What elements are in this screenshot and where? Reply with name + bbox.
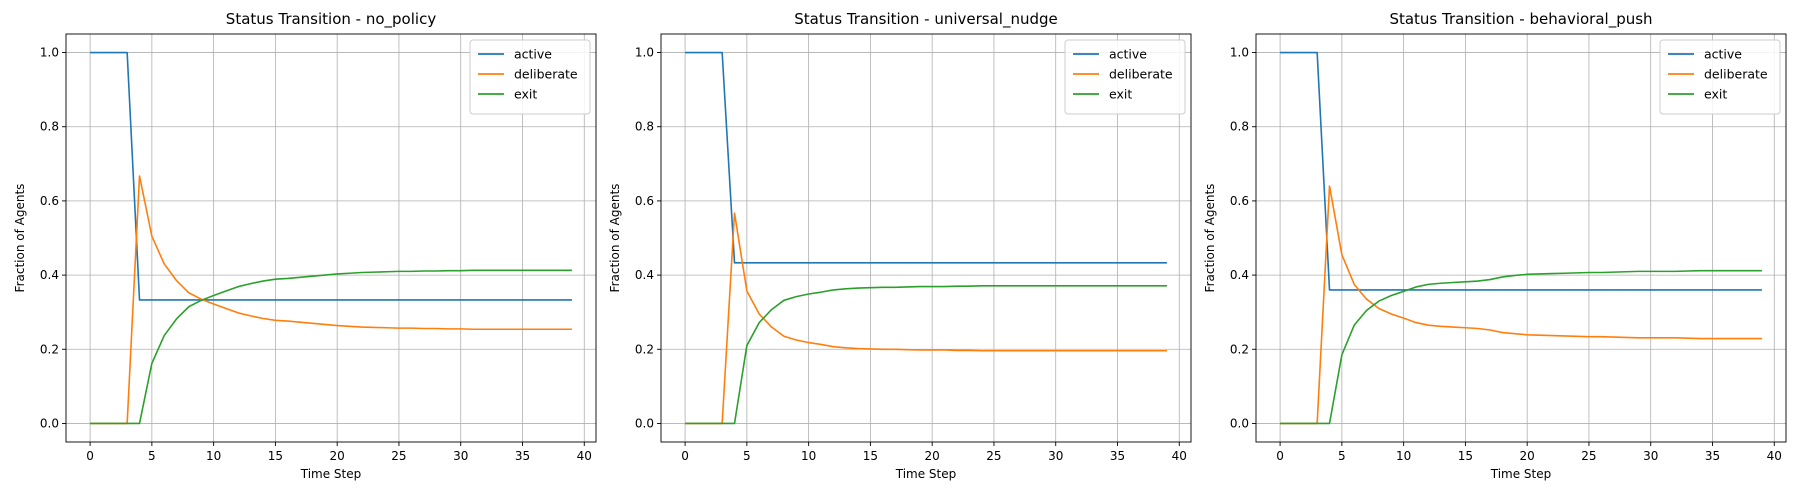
x-tick-label: 35 — [1110, 449, 1125, 463]
legend-box — [1659, 39, 1781, 115]
x-tick-label: 40 — [577, 449, 592, 463]
legend-label-active: active — [1109, 47, 1147, 62]
x-axis-label: Time Step — [300, 467, 362, 481]
axes-frame — [65, 33, 597, 443]
x-tick-label: 15 — [1458, 449, 1473, 463]
chart-panel-3: 0 5 10 15 20 25 30 35 40 0.0 0.2 0.4 0.6 0.8 1.0 Status… — [1203, 10, 1787, 481]
y-tick-label: 0.2 — [635, 342, 654, 356]
x-tick-label: 20 — [330, 449, 345, 463]
legend-label-deliberate: deliberate — [1704, 67, 1768, 82]
x-tick-label: 35 — [515, 449, 530, 463]
legend: active deliberate exit — [1659, 39, 1781, 115]
chart-panel-1: 0 5 10 15 20 25 30 35 40 0.0 0.2 0.4 0.6 0.8 1.0 Status… — [13, 10, 597, 481]
x-tick-label: 40 — [1767, 449, 1782, 463]
legend-label-exit: exit — [1704, 87, 1727, 102]
y-tick-label: 1.0 — [40, 46, 59, 60]
x-tick-label: 30 — [453, 449, 468, 463]
y-tick-label: 0.6 — [40, 194, 59, 208]
axes-frame — [1255, 33, 1787, 443]
x-axis-label: Time Step — [1490, 467, 1552, 481]
x-tick-label: 15 — [863, 449, 878, 463]
x-tick-label: 0 — [86, 449, 94, 463]
y-tick-label: 0.0 — [1230, 416, 1249, 430]
axes-frame — [660, 33, 1192, 443]
chart-title: Status Transition - behavioral_push — [1389, 10, 1652, 29]
y-tick-label: 1.0 — [1230, 46, 1249, 60]
x-tick-label: 30 — [1643, 449, 1658, 463]
y-tick-label: 1.0 — [635, 46, 654, 60]
y-tick-label: 0.4 — [1230, 268, 1249, 282]
x-tick-label: 10 — [206, 449, 221, 463]
x-tick-label: 25 — [986, 449, 1001, 463]
x-tick-label: 5 — [743, 449, 751, 463]
y-tick-label: 0.0 — [635, 416, 654, 430]
x-tick-label: 35 — [1705, 449, 1720, 463]
legend-label-active: active — [514, 47, 552, 62]
x-tick-label: 0 — [1276, 449, 1284, 463]
x-tick-label: 5 — [148, 449, 156, 463]
x-tick-label: 30 — [1048, 449, 1063, 463]
legend-label-exit: exit — [1109, 87, 1132, 102]
series-line-deliberate — [1280, 185, 1762, 425]
legend-label-active: active — [1704, 47, 1742, 62]
y-axis-label: Fraction of Agents — [608, 184, 622, 293]
legend-box — [469, 39, 591, 115]
legend-label-exit: exit — [514, 87, 537, 102]
x-tick-label: 25 — [391, 449, 406, 463]
y-axis-label: Fraction of Agents — [13, 184, 27, 293]
x-axis-label: Time Step — [895, 467, 957, 481]
series-line-active — [1280, 51, 1762, 291]
x-tick-label: 0 — [681, 449, 689, 463]
x-tick-label: 20 — [925, 449, 940, 463]
y-tick-label: 0.2 — [1230, 342, 1249, 356]
y-tick-label: 0.6 — [1230, 194, 1249, 208]
y-tick-label: 0.4 — [40, 268, 59, 282]
y-tick-label: 0.8 — [40, 120, 59, 134]
chart-title: Status Transition - no_policy — [226, 10, 437, 29]
x-tick-label: 25 — [1581, 449, 1596, 463]
x-tick-label: 5 — [1338, 449, 1346, 463]
legend: active deliberate exit — [469, 39, 591, 115]
y-tick-label: 0.4 — [635, 268, 654, 282]
y-tick-label: 0.8 — [635, 120, 654, 134]
x-tick-label: 40 — [1172, 449, 1187, 463]
y-tick-label: 0.0 — [40, 416, 59, 430]
series-line-exit — [685, 285, 1167, 425]
legend: active deliberate exit — [1064, 39, 1186, 115]
x-tick-label: 10 — [801, 449, 816, 463]
series-line-deliberate — [90, 175, 572, 425]
chart-panel-2: 0 5 10 15 20 25 30 35 40 0.0 0.2 0.4 0.6 0.8 1.0 Status… — [608, 10, 1192, 481]
x-tick-label: 10 — [1396, 449, 1411, 463]
legend-label-deliberate: deliberate — [514, 67, 578, 82]
series-line-exit — [1280, 269, 1762, 425]
chart-title: Status Transition - universal_nudge — [794, 10, 1057, 29]
series-line-active — [685, 51, 1167, 264]
series-line-deliberate — [685, 212, 1167, 425]
y-tick-label: 0.6 — [635, 194, 654, 208]
x-tick-label: 20 — [1520, 449, 1535, 463]
series-line-exit — [90, 269, 572, 425]
y-tick-label: 0.2 — [40, 342, 59, 356]
legend-label-deliberate: deliberate — [1109, 67, 1173, 82]
x-tick-label: 15 — [268, 449, 283, 463]
y-axis-label: Fraction of Agents — [1203, 184, 1217, 293]
series-line-active — [90, 51, 572, 301]
y-tick-label: 0.8 — [1230, 120, 1249, 134]
legend-box — [1064, 39, 1186, 115]
